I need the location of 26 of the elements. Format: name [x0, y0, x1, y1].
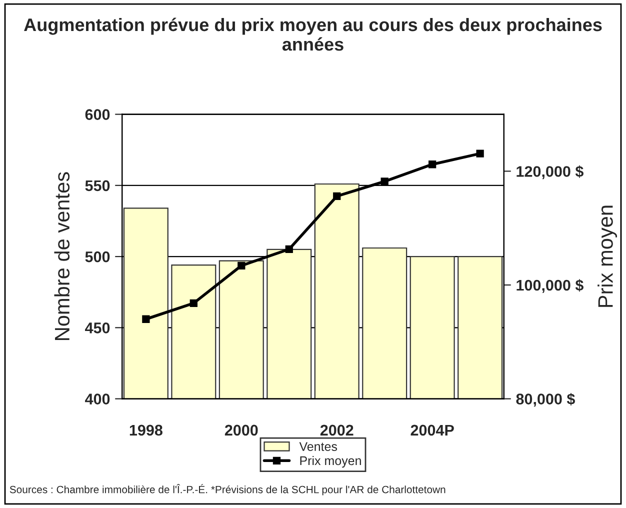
x-tick-label: 1998 — [130, 424, 162, 436]
y-tick-label: 550 — [85, 180, 110, 192]
point — [428, 160, 436, 168]
point — [476, 150, 484, 158]
y2-axis-title: Prix moyen — [598, 206, 618, 307]
point — [380, 178, 388, 186]
y-axis-title: Nombre de ventes — [54, 172, 70, 340]
y-tick-label: 450 — [85, 322, 110, 334]
point — [190, 299, 198, 308]
source-note: Sources : Chambre immobilière de l'Î.-P.-É. *Prévisions de la SCHL pour l'AR de Charlottetown — [10, 484, 446, 496]
y2-tick-label: 80,000 $ — [516, 392, 575, 407]
y-tick-label: 400 — [85, 394, 110, 404]
y2-tick-label: 100,000 $ — [516, 279, 584, 293]
chart-title: Augmentation prévue du prix moyen au cours des deux prochaines années — [24, 18, 602, 51]
legend-label: Prix moyen — [300, 456, 361, 468]
y2-tick-label: 120,000 $ — [516, 165, 584, 180]
point — [238, 262, 246, 270]
y-tick-label: 600 — [85, 109, 110, 120]
legend-label: Ventes — [299, 442, 338, 451]
x-tick-label: 2004P — [410, 424, 454, 436]
point — [285, 245, 293, 253]
x-tick-label: 2000 — [224, 424, 258, 436]
point — [333, 192, 341, 200]
x-tick-label: 2002 — [320, 424, 354, 436]
y-tick-label: 500 — [85, 251, 110, 262]
point — [142, 315, 150, 323]
